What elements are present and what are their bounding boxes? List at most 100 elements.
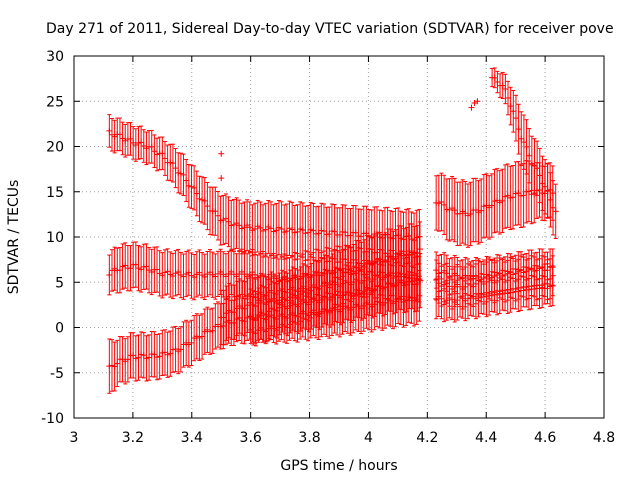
data-point <box>204 203 211 210</box>
data-point <box>552 208 559 215</box>
data-point <box>336 231 343 238</box>
data-point <box>218 175 225 182</box>
data-point <box>185 269 192 276</box>
x-axis-label: GPS time / hours <box>280 458 397 474</box>
data-point <box>284 305 291 312</box>
data-point <box>534 165 541 172</box>
data-point <box>319 296 326 303</box>
data-point <box>260 310 267 317</box>
data-point <box>185 341 192 348</box>
data-point <box>238 225 245 232</box>
data-point <box>196 195 203 202</box>
data-point <box>164 351 171 358</box>
data-point <box>111 363 118 370</box>
x-tick-label: 4.8 <box>593 430 615 446</box>
data-point <box>488 202 495 209</box>
data-point <box>151 148 158 155</box>
data-point <box>242 305 249 312</box>
data-point <box>143 355 150 362</box>
data-point <box>281 229 288 236</box>
data-point <box>175 169 182 176</box>
data-point <box>409 278 416 285</box>
data-point <box>372 286 379 293</box>
x-tick-label: 3.2 <box>122 430 144 446</box>
data-point <box>533 282 540 289</box>
data-point <box>307 226 314 233</box>
data-point <box>230 221 237 228</box>
series-track-10 <box>433 263 556 323</box>
data-point <box>106 271 113 278</box>
data-point <box>249 269 256 276</box>
data-point <box>222 215 229 222</box>
data-point <box>276 304 283 311</box>
data-point <box>154 354 161 361</box>
data-point <box>411 250 418 257</box>
data-point <box>209 327 216 334</box>
data-point <box>491 289 498 296</box>
data-point <box>435 200 442 207</box>
data-point <box>116 131 123 138</box>
data-point <box>358 233 365 240</box>
series-track-3 <box>106 269 423 394</box>
data-point <box>159 150 166 157</box>
data-point <box>515 288 522 295</box>
y-tick-label: 20 <box>46 140 64 156</box>
data-point <box>505 95 512 102</box>
data-point <box>156 353 163 360</box>
data-point <box>246 224 253 231</box>
data-point <box>347 232 354 239</box>
data-point <box>525 286 532 293</box>
data-point <box>414 280 421 287</box>
series-track-1 <box>106 114 423 268</box>
data-point <box>377 283 384 290</box>
data-point <box>342 229 349 236</box>
data-point <box>252 315 259 322</box>
y-tick-label: -10 <box>41 411 64 427</box>
data-point <box>502 193 509 200</box>
data-point <box>169 160 176 167</box>
data-point <box>515 190 522 197</box>
data-point <box>295 303 302 310</box>
data-point <box>183 339 190 346</box>
data-point <box>275 224 282 231</box>
data-point <box>188 183 195 190</box>
data-point <box>488 288 495 295</box>
series-track-7 <box>489 67 559 239</box>
data-point <box>291 229 298 236</box>
data-point <box>122 262 129 269</box>
data-point <box>201 273 208 280</box>
axis-ticks: 3 3.2 3.4 3.6 3.8 4 4.2 4.4 4.6 4.8 -10 -5 0 5 10 15 20 2… <box>41 49 615 446</box>
y-tick-label: 5 <box>55 275 64 291</box>
data-point <box>212 208 219 215</box>
data-point <box>228 222 235 229</box>
data-point <box>151 351 158 358</box>
data-point <box>114 360 121 367</box>
data-point <box>183 177 190 184</box>
data-point <box>496 199 503 206</box>
data-point <box>494 79 501 86</box>
data-point <box>175 269 182 276</box>
data-point <box>305 301 312 308</box>
x-tick-label: 4.2 <box>416 430 438 446</box>
data-point <box>454 297 461 304</box>
data-point <box>135 354 142 361</box>
data-point <box>169 272 176 279</box>
data-point <box>398 279 405 286</box>
data-point <box>154 151 161 158</box>
data-point <box>528 286 535 293</box>
data-point <box>299 227 306 234</box>
data-point <box>504 290 511 297</box>
data-point <box>507 289 514 296</box>
data-point <box>249 227 256 234</box>
data-point <box>177 170 184 177</box>
data-point <box>270 228 277 235</box>
data-point <box>196 334 203 341</box>
data-point <box>539 180 546 187</box>
data-point <box>263 311 270 318</box>
data-point <box>474 98 481 105</box>
data-point <box>438 198 445 205</box>
data-point <box>468 104 475 111</box>
data-point <box>266 308 273 315</box>
x-tick-label: 3.6 <box>240 430 262 446</box>
